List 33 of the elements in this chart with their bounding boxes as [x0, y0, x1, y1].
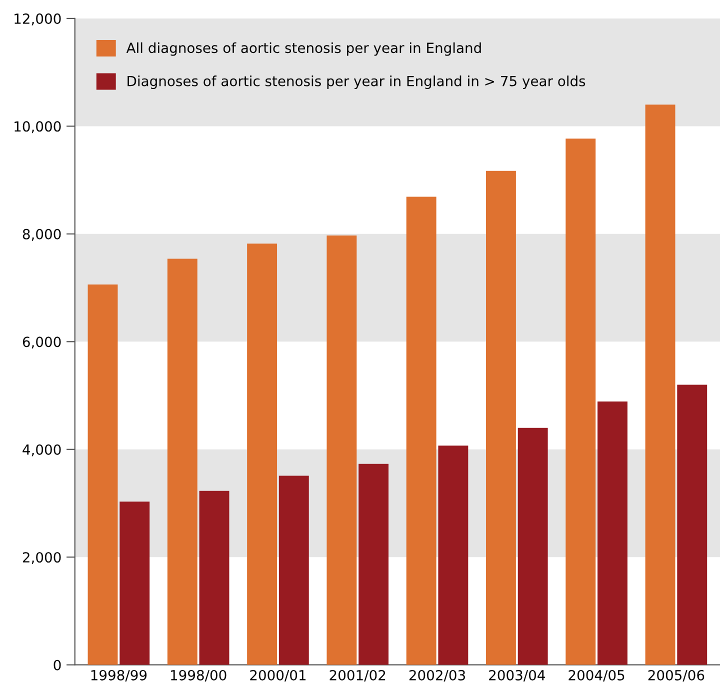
y-tick-label: 6,000	[22, 336, 61, 349]
bar	[645, 104, 676, 665]
x-tick-label: 2002/03	[409, 670, 465, 682]
bar	[358, 464, 389, 665]
bar	[88, 284, 118, 665]
bar	[406, 196, 436, 665]
y-tick-label: 4,000	[22, 444, 61, 456]
bar	[199, 490, 230, 665]
y-tick-label: 10,000	[14, 121, 61, 134]
x-tick-label: 2004/05	[568, 670, 624, 682]
bar	[598, 401, 628, 665]
y-tick-label: 2,000	[22, 552, 61, 564]
legend-label: Diagnoses of aortic stenosis per year in England in > 75 year olds	[128, 76, 586, 89]
x-tick-label: 2001/02	[330, 670, 386, 682]
bar	[278, 476, 309, 665]
y-tick-label: 0	[54, 660, 61, 670]
bar	[518, 428, 548, 665]
legend-label: All diagnoses of aortic stenosis per year in England	[126, 42, 481, 56]
bar	[677, 384, 708, 665]
x-tick-label: 2005/06	[648, 670, 704, 682]
bar	[486, 170, 516, 665]
y-tick-label: 8,000	[22, 228, 61, 241]
x-tick-label: 2003/04	[489, 670, 545, 682]
bar	[438, 446, 468, 665]
bar	[120, 502, 150, 665]
x-tick-label: 2000/01	[250, 670, 306, 682]
bar	[326, 236, 357, 665]
bar	[167, 258, 198, 665]
x-tick-label: 1998/99	[91, 670, 147, 682]
x-tick-label: 1998/00	[171, 670, 226, 682]
y-tick-label: 12,000	[14, 13, 61, 26]
bar	[247, 244, 278, 665]
bar	[566, 138, 596, 665]
